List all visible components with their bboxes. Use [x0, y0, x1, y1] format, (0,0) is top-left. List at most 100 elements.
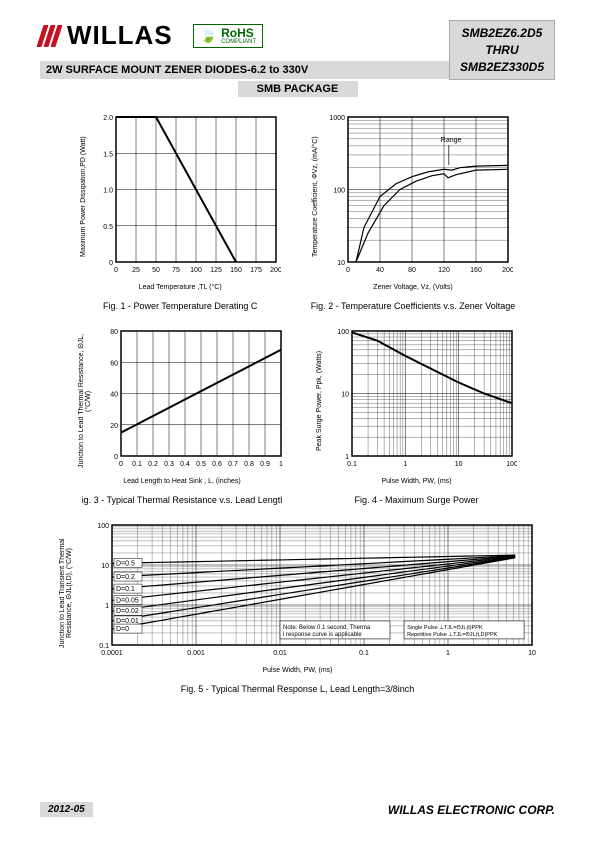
fig1-ylabel: Maximum Power Dissipation,PD (Watt)	[80, 122, 87, 272]
fig1-caption: Fig. 1 - Power Temperature Derating C	[103, 301, 257, 311]
svg-text:150: 150	[230, 267, 242, 274]
part-top: SMB2EZ6.2D5	[460, 25, 544, 42]
brand-text: WILLAS	[67, 20, 173, 51]
fig3-chart: 0 0.1 0.2 0.3 0.4 0.5 0.6 0.7 0.8 0.9 1 0 20 40 60 80	[96, 326, 286, 476]
svg-text:120: 120	[439, 267, 451, 274]
svg-text:50: 50	[152, 267, 160, 274]
svg-text:0.1: 0.1	[347, 461, 357, 468]
svg-text:Range: Range	[441, 137, 462, 144]
svg-text:60: 60	[110, 360, 118, 367]
svg-text:0: 0	[109, 260, 113, 267]
leaf-icon: 🍃	[200, 27, 217, 44]
svg-text:100: 100	[506, 461, 517, 468]
svg-text:1: 1	[345, 454, 349, 461]
fig3-xlabel: Lead Length to Heat Sink , L, (inches)	[123, 478, 241, 485]
svg-text:75: 75	[172, 267, 180, 274]
fig1-chart: 0 25 50 75 100 125 150 175 200 0 0.5 1.0 1.5 2.0	[91, 112, 281, 282]
svg-text:D=0.02: D=0.02	[116, 608, 139, 615]
svg-text:200: 200	[270, 267, 281, 274]
rohs-text: RoHS	[221, 26, 254, 40]
svg-text:0.8: 0.8	[244, 461, 254, 468]
svg-text:10: 10	[341, 392, 349, 399]
svg-text:80: 80	[110, 329, 118, 336]
svg-text:10: 10	[338, 260, 346, 267]
part-number-box: SMB2EZ6.2D5 THRU SMB2EZ330D5	[449, 20, 555, 80]
svg-text:1: 1	[446, 650, 450, 657]
svg-text:100: 100	[334, 188, 346, 195]
svg-text:0.3: 0.3	[164, 461, 174, 468]
fig1-xlabel: Lead Temperature ,TL (°C)	[139, 284, 222, 291]
svg-text:0.9: 0.9	[260, 461, 270, 468]
svg-text:160: 160	[471, 267, 483, 274]
fig5-xlabel: Pulse Width, PW, (ms)	[262, 667, 332, 674]
svg-text:40: 40	[377, 267, 385, 274]
svg-text:10: 10	[528, 650, 536, 657]
svg-text:2.0: 2.0	[103, 115, 113, 122]
rohs-badge: 🍃 RoHS COMPLIANT	[193, 24, 263, 48]
svg-text:0: 0	[114, 267, 118, 274]
svg-text:Repetitive Pulse ⊥TJL=ΘJL(t,D): Repetitive Pulse ⊥TJL=ΘJL(t,D)PPK	[407, 631, 498, 638]
svg-text:0.0001: 0.0001	[101, 650, 123, 657]
fig5-chart: 0.0001 0.001 0.01 0.1 1 10 0.1 1 10 100 D=0.5 D=0.2…	[77, 520, 537, 665]
fig3-ylabel: Junction to Lead Thermal Resistance, ΘJL…	[78, 326, 92, 476]
svg-text:0.6: 0.6	[212, 461, 222, 468]
fig5-ylabel: Junction to Lead Transient Thermal Resis…	[59, 528, 73, 658]
part-mid: THRU	[460, 42, 544, 59]
svg-text:100: 100	[97, 523, 109, 530]
svg-text:D=0.2: D=0.2	[116, 574, 135, 581]
svg-text:Single Pulse ⊥TJL=ΘJL(t)PPK: Single Pulse ⊥TJL=ΘJL(t)PPK	[407, 624, 483, 631]
svg-text:0.5: 0.5	[103, 224, 113, 231]
svg-text:0.01: 0.01	[273, 650, 287, 657]
svg-text:25: 25	[132, 267, 140, 274]
svg-text:D=0.05: D=0.05	[116, 597, 139, 604]
svg-text:1: 1	[403, 461, 407, 468]
svg-text:0: 0	[119, 461, 123, 468]
fig4-chart: 0.1110100110100	[327, 326, 517, 476]
part-bot: SMB2EZ330D5	[460, 59, 544, 76]
footer-date: 2012-05	[40, 802, 93, 817]
svg-text:200: 200	[503, 267, 514, 274]
rohs-sub: COMPLIANT	[221, 39, 256, 45]
svg-text:0.5: 0.5	[196, 461, 206, 468]
fig4-caption: Fig. 4 - Maximum Surge Power	[354, 495, 478, 505]
svg-text:40: 40	[110, 392, 118, 399]
svg-text:0: 0	[347, 267, 351, 274]
svg-text:1: 1	[279, 461, 283, 468]
svg-text:125: 125	[210, 267, 222, 274]
fig5-caption: Fig. 5 - Typical Thermal Response L, Lea…	[181, 684, 415, 694]
svg-text:10: 10	[455, 461, 463, 468]
fig2-caption: Fig. 2 - Temperature Coefficients v.s. Z…	[311, 301, 516, 311]
svg-text:10: 10	[101, 563, 109, 570]
svg-text:Note: Below 0.1 second, Therma: Note: Below 0.1 second, Therma	[283, 625, 371, 631]
svg-text:0.2: 0.2	[148, 461, 158, 468]
package-bar: SMB PACKAGE	[238, 81, 358, 97]
footer-corp: WILLAS ELECTRONIC CORP.	[388, 803, 555, 817]
fig3-caption: ig. 3 - Typical Thermal Resistance v.s. …	[82, 495, 283, 505]
svg-text:1.5: 1.5	[103, 151, 113, 158]
svg-text:0: 0	[114, 454, 118, 461]
svg-text:l response curve is applicable: l response curve is applicable	[283, 632, 362, 638]
fig2-chart: 0 40 80 120 160 200 10 100 1000 Range	[323, 112, 513, 282]
svg-text:1.0: 1.0	[103, 188, 113, 195]
svg-text:100: 100	[190, 267, 202, 274]
svg-text:100: 100	[337, 329, 349, 336]
svg-text:0.1: 0.1	[99, 643, 109, 650]
svg-text:20: 20	[110, 423, 118, 430]
svg-text:0.1: 0.1	[132, 461, 142, 468]
fig4-xlabel: Pulse Width, PW, (ms)	[381, 478, 451, 485]
svg-text:0.7: 0.7	[228, 461, 238, 468]
svg-text:D=0.5: D=0.5	[116, 560, 135, 567]
svg-text:0.1: 0.1	[359, 650, 369, 657]
svg-text:D=0: D=0	[116, 626, 129, 633]
svg-text:D=0.1: D=0.1	[116, 586, 135, 593]
fig2-xlabel: Zener Voltage, Vz, (Volts)	[373, 284, 452, 291]
svg-text:175: 175	[250, 267, 262, 274]
svg-text:0.001: 0.001	[187, 650, 205, 657]
svg-text:1000: 1000	[330, 115, 346, 122]
svg-text:0.4: 0.4	[180, 461, 190, 468]
svg-text:80: 80	[409, 267, 417, 274]
svg-text:1: 1	[105, 603, 109, 610]
willas-logo-icon	[40, 25, 59, 47]
fig2-ylabel: Temperature Coefficient, ΦVz, (mA/°C)	[312, 122, 319, 272]
fig4-ylabel: Peak Surge Power, Ppk, (Watts)	[316, 326, 323, 476]
